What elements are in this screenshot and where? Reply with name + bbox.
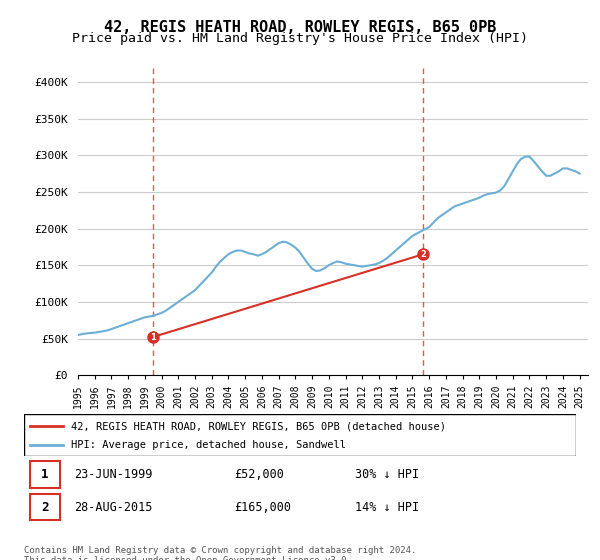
Text: 28-AUG-2015: 28-AUG-2015 bbox=[74, 501, 152, 514]
Text: 23-JUN-1999: 23-JUN-1999 bbox=[74, 468, 152, 481]
Text: 1: 1 bbox=[150, 333, 155, 342]
FancyBboxPatch shape bbox=[29, 494, 60, 520]
Text: 2: 2 bbox=[421, 250, 426, 259]
Text: 1: 1 bbox=[41, 468, 49, 481]
Text: Contains HM Land Registry data © Crown copyright and database right 2024.
This d: Contains HM Land Registry data © Crown c… bbox=[24, 546, 416, 560]
Text: £165,000: £165,000 bbox=[234, 501, 291, 514]
FancyBboxPatch shape bbox=[24, 414, 576, 456]
Text: 2: 2 bbox=[41, 501, 49, 514]
Text: £52,000: £52,000 bbox=[234, 468, 284, 481]
Text: 14% ↓ HPI: 14% ↓ HPI bbox=[355, 501, 419, 514]
Text: 42, REGIS HEATH ROAD, ROWLEY REGIS, B65 0PB (detached house): 42, REGIS HEATH ROAD, ROWLEY REGIS, B65 … bbox=[71, 421, 446, 431]
FancyBboxPatch shape bbox=[29, 461, 60, 488]
Text: 42, REGIS HEATH ROAD, ROWLEY REGIS, B65 0PB: 42, REGIS HEATH ROAD, ROWLEY REGIS, B65 … bbox=[104, 20, 496, 35]
Text: HPI: Average price, detached house, Sandwell: HPI: Average price, detached house, Sand… bbox=[71, 440, 346, 450]
Text: Price paid vs. HM Land Registry's House Price Index (HPI): Price paid vs. HM Land Registry's House … bbox=[72, 32, 528, 45]
Text: 30% ↓ HPI: 30% ↓ HPI bbox=[355, 468, 419, 481]
